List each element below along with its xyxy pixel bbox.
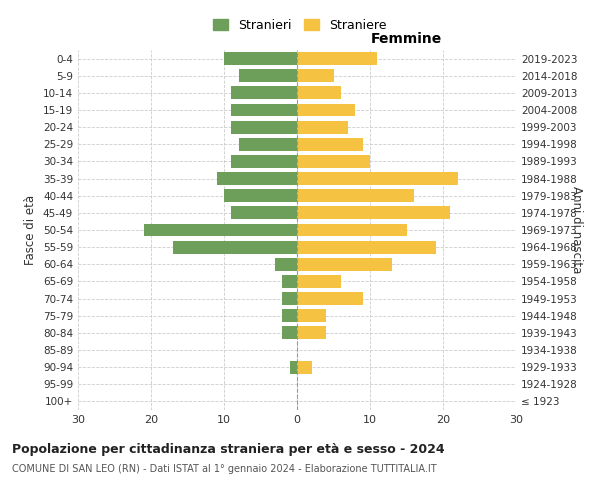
Bar (297, 275, 341, 288)
Bar (297, 240, 436, 254)
Bar (283, 310, 297, 322)
Y-axis label: Anni di nascita: Anni di nascita (570, 186, 583, 274)
Y-axis label: Fasce di età: Fasce di età (25, 195, 37, 265)
Bar (217, 172, 297, 185)
Text: COMUNE DI SAN LEO (RN) - Dati ISTAT al 1° gennaio 2024 - Elaborazione TUTTITALIA: COMUNE DI SAN LEO (RN) - Dati ISTAT al 1… (12, 464, 437, 474)
Bar (283, 326, 297, 340)
Bar (290, 360, 297, 374)
Bar (297, 52, 377, 65)
Bar (144, 224, 297, 236)
Text: Femmine: Femmine (371, 32, 442, 46)
Text: Popolazione per cittadinanza straniera per età e sesso - 2024: Popolazione per cittadinanza straniera p… (12, 442, 445, 456)
Bar (297, 120, 348, 134)
Bar (297, 190, 414, 202)
Bar (297, 104, 355, 117)
Bar (297, 326, 326, 340)
Bar (239, 70, 297, 82)
Bar (232, 120, 297, 134)
Bar (297, 292, 362, 305)
Bar (232, 206, 297, 220)
Bar (297, 310, 326, 322)
Bar (297, 70, 334, 82)
Bar (297, 172, 458, 185)
Bar (232, 104, 297, 117)
Bar (232, 86, 297, 100)
Bar (283, 292, 297, 305)
Bar (297, 86, 341, 100)
Bar (297, 138, 362, 150)
Bar (297, 258, 392, 270)
Bar (224, 190, 297, 202)
Bar (232, 155, 297, 168)
Legend: Stranieri, Straniere: Stranieri, Straniere (208, 14, 392, 37)
Bar (297, 224, 407, 236)
Bar (173, 240, 297, 254)
Bar (297, 155, 370, 168)
Bar (224, 52, 297, 65)
Bar (283, 275, 297, 288)
Bar (297, 360, 311, 374)
Bar (297, 206, 450, 220)
Bar (275, 258, 297, 270)
Bar (239, 138, 297, 150)
